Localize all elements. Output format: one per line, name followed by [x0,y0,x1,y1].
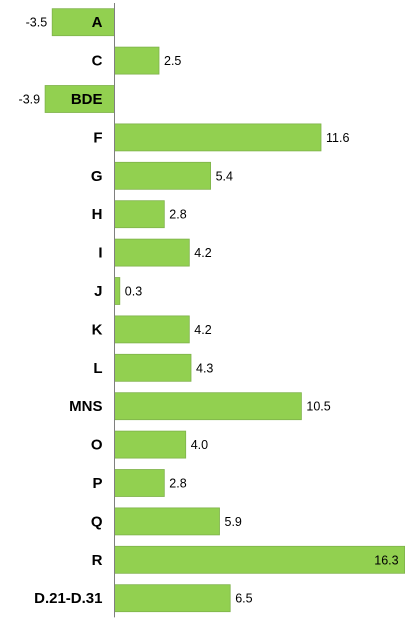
data-label: 4.0 [191,438,208,452]
bar-j [114,277,121,305]
data-label: 4.2 [194,246,211,260]
bar-mns [114,392,302,421]
data-label: 10.5 [306,400,330,414]
bar-d-21-d-31 [114,584,231,613]
data-label: 5.9 [225,515,242,529]
data-label: 4.3 [196,361,213,375]
bar-c [114,46,160,75]
category-label: BDE [71,91,103,108]
data-label: 2.8 [169,477,186,491]
bar-h [114,200,165,229]
category-label: R [92,552,103,569]
data-label: 6.5 [235,592,252,606]
data-label: 11.6 [326,131,349,145]
bar-o [114,430,187,459]
data-label: -3.5 [26,16,48,30]
category-label: O [91,437,103,454]
category-label: P [92,475,102,492]
bar-g [114,161,211,190]
bar-f [114,123,322,152]
category-label: C [92,53,103,70]
bar-q [114,507,220,536]
category-label: D.21-D.31 [34,590,102,607]
category-label: J [94,283,102,300]
data-label: 16.3 [374,553,398,567]
bar-bde [44,85,115,113]
data-label: 0.3 [125,285,142,299]
bar-a [51,8,115,37]
data-label: 5.4 [216,169,233,183]
category-label: G [91,168,103,185]
bar-k [114,315,190,344]
category-label: A [92,14,103,31]
category-label: I [98,245,102,262]
bar-l [114,353,192,382]
data-label: 2.5 [164,54,181,68]
category-label: F [93,129,102,146]
bars-layer [44,8,406,613]
data-label: -3.9 [19,93,41,107]
category-label: MNS [69,398,102,415]
category-label: K [92,321,103,338]
category-label: H [92,206,103,223]
category-label: Q [91,513,103,530]
bar-i [114,238,190,267]
data-label: 4.2 [194,323,211,337]
category-label: L [93,360,102,377]
bar-r [114,545,406,574]
labels-layer: A -3.5 C 2.5 BDE -3.9 F 11.6 G 5.4 H 2.8 I 4.2 J 0.3 K 4.… [19,14,399,607]
data-label: 2.8 [169,208,186,222]
bar-p [114,469,165,497]
